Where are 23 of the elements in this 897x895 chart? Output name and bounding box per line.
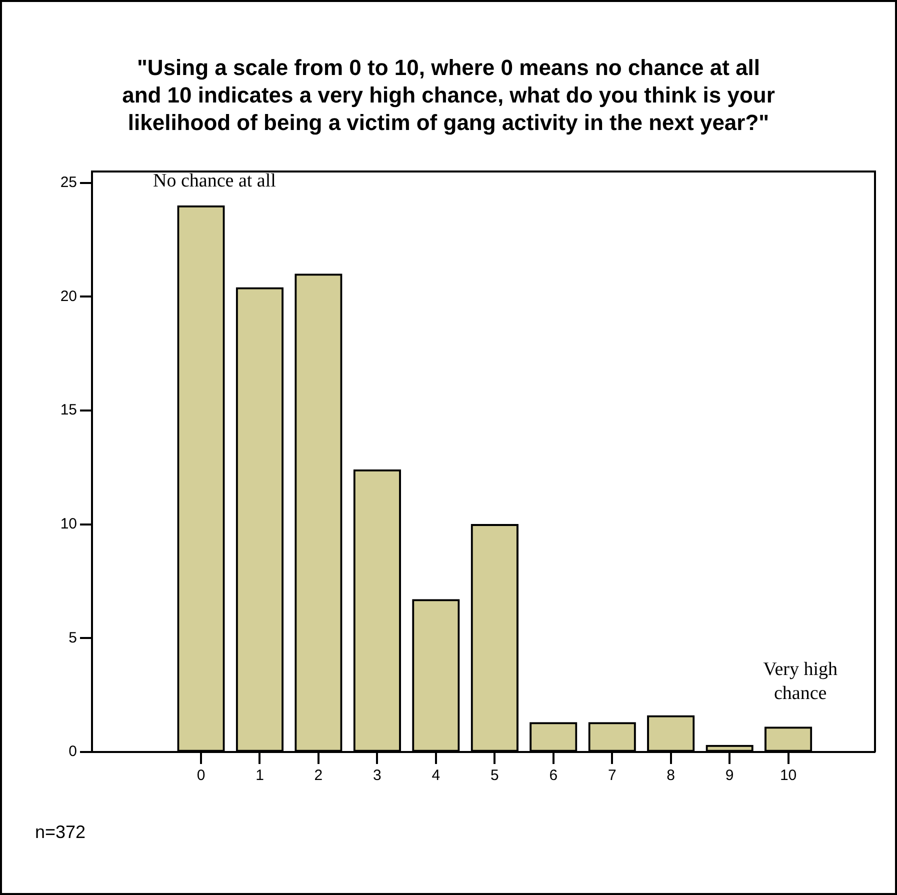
- x-tick-label: 5: [490, 767, 499, 784]
- text: and 10 indicates a very high chance, what do you think is your: [122, 82, 775, 108]
- x-tick-label: 3: [373, 767, 382, 784]
- x-tick-label: 9: [725, 767, 734, 784]
- x-tick-label: 6: [549, 767, 558, 784]
- y-tick-label: 15: [60, 402, 77, 419]
- x-tick-label: 1: [256, 767, 264, 784]
- y-tick-label: 20: [60, 288, 77, 305]
- y-tick-label: 0: [68, 743, 77, 760]
- x-tick-label: 7: [608, 767, 616, 784]
- text: likelihood of being a victim of gang activity in the next year?": [128, 110, 770, 135]
- text: "Using a scale from 0 to 10, where 0 means no chance at all: [136, 54, 760, 80]
- x-tick-label: 4: [432, 767, 440, 784]
- y-tick-label: 10: [60, 515, 77, 532]
- x-tick-label: 2: [314, 767, 323, 784]
- x-tick-label: 8: [666, 767, 676, 784]
- y-tick-label: 5: [68, 629, 77, 646]
- text: n=372: [35, 822, 86, 842]
- annotation: No chance at all: [153, 170, 276, 192]
- x-tick-label: 10: [780, 767, 797, 784]
- annotation: Very high chance: [763, 658, 838, 704]
- x-tick-label: 0: [196, 767, 206, 784]
- y-tick-label: 25: [60, 174, 77, 192]
